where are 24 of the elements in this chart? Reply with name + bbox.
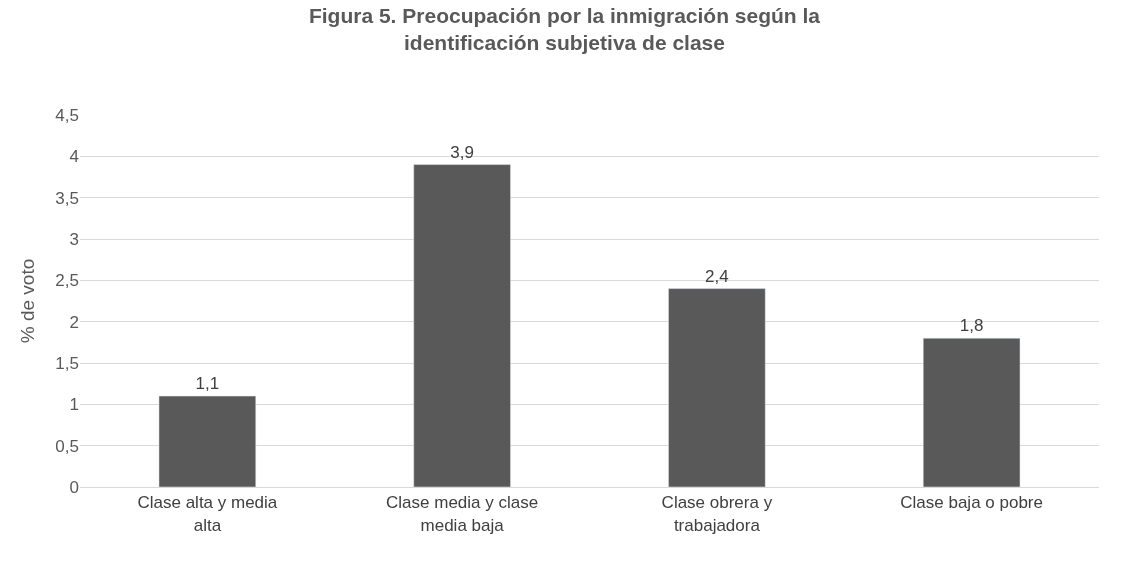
y-tick-label: 0 xyxy=(69,477,79,497)
y-tick-label: 0,5 xyxy=(55,436,79,456)
y-tick-label: 2 xyxy=(69,312,79,332)
bar xyxy=(668,288,766,487)
x-tick-label: Clase baja o pobre xyxy=(900,493,1043,513)
y-tick-label: 3 xyxy=(69,229,79,249)
x-tick-label: Clase obrera y trabajadora xyxy=(661,493,773,535)
data-label: 1,8 xyxy=(959,316,984,336)
y-tick-label: 1 xyxy=(69,395,79,415)
x-tick-label: Clase media y clase media baja xyxy=(386,493,539,535)
chart-title: Figura 5. Preocupación por la inmigración según la identificación subjetiva de clase xyxy=(308,3,821,54)
y-tick-label: 4 xyxy=(69,147,79,167)
bar xyxy=(922,337,1021,487)
y-tick-label: 3,5 xyxy=(55,188,79,208)
y-tick-label: 2,5 xyxy=(55,271,79,291)
y-tick-label: 4,5 xyxy=(55,105,79,125)
x-tick-label: Clase alta y media alta xyxy=(137,493,278,535)
y-axis-title: % de voto xyxy=(17,258,39,344)
bar xyxy=(413,164,511,487)
data-label: 2,4 xyxy=(705,266,729,286)
bar xyxy=(158,395,257,487)
data-label: 3,9 xyxy=(450,142,474,162)
data-label: 1,1 xyxy=(195,374,220,394)
y-tick-label: 1,5 xyxy=(55,353,79,373)
